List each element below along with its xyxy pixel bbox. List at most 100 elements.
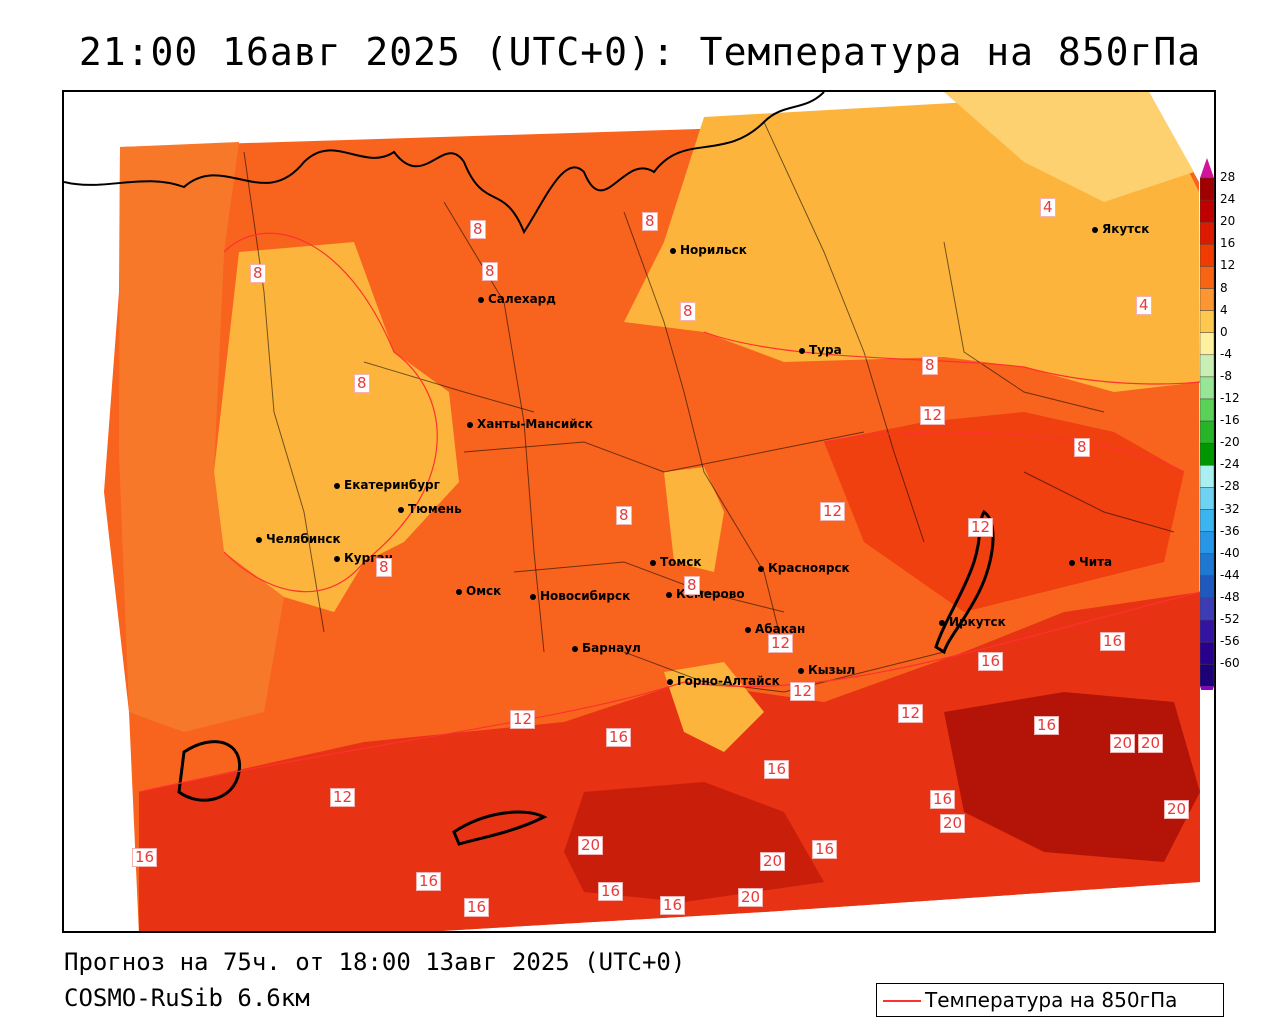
model-name: COSMO-RuSib 6.6км [64,984,310,1012]
colorbar-bin [1200,332,1215,356]
colorbar-tick-label: 28 [1220,170,1236,184]
zone-warm-ural [214,242,459,612]
colorbar-tick-label: -60 [1220,656,1240,671]
colorbar-tick-label: 0 [1220,324,1228,339]
city-omsk: Омск [456,584,501,598]
city-marker-icon [256,536,262,543]
colorbar-bin [1200,288,1215,311]
colorbar-tick-label: 8 [1220,280,1228,295]
isotherm-label: 8 [376,558,392,577]
arctic-coastline [64,92,825,235]
colorbar-bin [1200,420,1215,444]
isotherm-lines [138,232,1201,793]
colorbar-bin [1200,465,1215,488]
colorbar-tick-label: -52 [1220,612,1240,626]
isotherm-label: 20 [760,852,786,871]
colorbar-bin [1200,221,1215,245]
isotherm-label: 20 [1138,734,1164,753]
city-marker-icon [456,588,462,595]
isotherm-label: 12 [510,710,536,729]
colorbar-tick-label: 20 [1220,214,1236,229]
isotherm-label: 4 [1040,198,1056,217]
city-marker-icon [334,482,340,489]
colorbar-bin [1200,619,1215,643]
isotherm-label: 12 [820,502,846,521]
city-chita: Чита [1069,555,1112,569]
colorbar-bin [1200,266,1215,289]
city-novosibirsk: Новосибирск [530,589,630,603]
colorbar-bin [1200,376,1215,400]
colorbar-tick-label: 16 [1220,236,1236,251]
isotherm-label: 20 [1110,734,1136,753]
city-tyumen: Тюмень [398,502,462,516]
city-marker-icon [798,667,804,674]
isotherm-label: 16 [598,882,624,901]
isotherm-label: 16 [1034,716,1060,735]
isotherm-label: 8 [250,264,266,283]
colorbar-tick-label: -16 [1220,413,1240,428]
colorbar-bin [1200,553,1215,577]
city-tura: Тура [799,343,842,357]
city-marker-icon [1092,226,1098,233]
city-marker-icon [1069,559,1075,566]
city-marker-icon [670,247,676,254]
zone-central-east [824,412,1184,612]
isotherm-label: 20 [578,836,604,855]
city-marker-icon [398,506,404,513]
legend: Температура на 850гПа [876,983,1224,1017]
zone-hottest-2 [944,692,1200,862]
city-irkutsk: Иркутск [939,615,1006,629]
aral-sea [177,740,241,802]
isotherm-label: 16 [1100,632,1126,651]
colorbar-tick-label: -12 [1220,391,1240,405]
isotherm-label: 16 [978,652,1004,671]
city-barnaul: Барнаул [572,641,641,655]
isotherm-label: 16 [606,728,632,747]
isotherm-label: 8 [1074,438,1090,457]
city-marker-icon [334,555,340,562]
region-boundaries [243,121,1175,693]
isotherm-label: 12 [768,634,794,653]
city-gorno-altaysk: Горно-Алтайск [667,674,780,688]
colorbar-bin [1200,487,1215,510]
zone-light-altai [664,662,764,752]
city-marker-icon [745,626,751,633]
zone-light-tomsk [664,467,724,572]
zone-hottest-1 [564,782,824,902]
colorbar-bin [1200,244,1215,267]
balkhash-lake [452,810,548,846]
colorbar-tick-label: 12 [1220,258,1236,273]
colorbar-tick-label: -8 [1220,368,1232,383]
zone-hot-south [139,592,1200,931]
isotherm-label: 12 [920,406,946,425]
colorbar-bin [1200,177,1215,201]
isotherm-label: 8 [354,374,370,393]
isotherm-label: 4 [1136,296,1152,315]
city-chelyabinsk: Челябинск [256,532,341,546]
city-marker-icon [939,619,945,626]
isotherm-label: 8 [616,506,632,525]
city-krasnoyarsk: Красноярск [758,561,850,575]
colorbar-bin [1200,597,1215,621]
colorbar-tick-label: -4 [1220,346,1232,361]
colorbar-tick-label: -48 [1220,589,1240,604]
zone-cool-ne [944,92,1194,202]
isotherm-label: 16 [416,872,442,891]
city-marker-icon [530,593,536,600]
isotherm-label: 8 [684,576,700,595]
isotherm-label: 8 [680,302,696,321]
colorbar-tick-label: -20 [1220,435,1240,450]
map-canvas [64,92,1201,931]
isotherm-label: 16 [132,848,158,867]
city-yakutsk: Якутск [1092,222,1149,236]
colorbar-bin [1200,354,1215,378]
colorbar-bin [1200,641,1215,665]
isotherm-label: 16 [930,790,956,809]
forecast-info: Прогноз на 75ч. от 18:00 13авг 2025 (UTC… [64,948,686,976]
isotherm-label: 12 [898,704,924,723]
isotherm-label: 16 [764,760,790,779]
isotherm-label: 16 [660,896,686,915]
colorbar-bin [1200,509,1215,532]
isotherm-label: 8 [642,212,658,231]
legend-line-icon [883,1000,921,1002]
